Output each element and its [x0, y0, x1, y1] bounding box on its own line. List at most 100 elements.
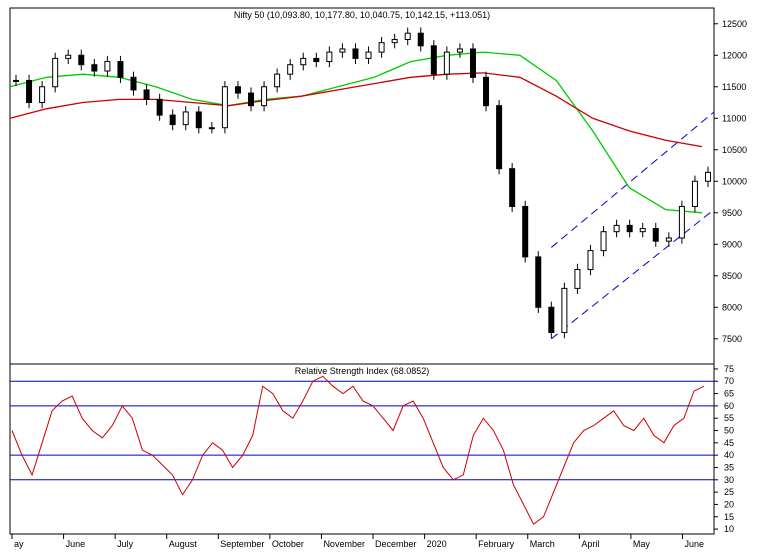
rsi-y-tick-label: 75: [724, 364, 734, 374]
x-tick-label: July: [117, 539, 134, 549]
candle-body: [195, 111, 202, 129]
candle-body: [430, 45, 437, 75]
price-y-tick-label: 9500: [722, 208, 742, 218]
candle-body: [117, 61, 124, 78]
candle-body: [574, 268, 581, 289]
candle-body: [221, 86, 228, 129]
price-y-tick-label: 12500: [722, 19, 747, 29]
price-y-tick-label: 12000: [722, 50, 747, 60]
x-tick-label: February: [478, 539, 515, 549]
candle-body: [78, 54, 85, 66]
rsi-y-tick-label: 30: [724, 475, 734, 485]
candle-body: [678, 205, 685, 239]
candle-body: [613, 224, 620, 233]
rsi-y-tick-label: 15: [724, 512, 734, 522]
candle-body: [600, 231, 607, 252]
candle-body: [156, 98, 163, 116]
candle-body: [143, 89, 150, 100]
candle-body: [300, 57, 307, 66]
candle-body: [339, 48, 346, 53]
x-tick-label: 2020: [427, 539, 447, 549]
rsi-y-tick-label: 65: [724, 389, 734, 399]
candle-body: [130, 76, 137, 91]
x-tick-label: April: [581, 539, 599, 549]
candle-body: [39, 86, 46, 104]
trend-channel-lower: [551, 209, 715, 340]
candle-body: [665, 237, 672, 242]
candle-body: [208, 127, 215, 130]
x-tick-label: December: [375, 539, 417, 549]
x-tick-label: June: [684, 539, 704, 549]
candle-body: [378, 42, 385, 53]
price-y-tick-label: 7500: [722, 334, 742, 344]
x-tick-label: June: [66, 539, 86, 549]
moving-average-line: [9, 51, 703, 214]
rsi-chart-title: Relative Strength Index (68.0852): [295, 366, 430, 376]
x-tick-label: October: [272, 539, 304, 549]
x-tick-label: November: [323, 539, 365, 549]
x-tick-label: September: [220, 539, 264, 549]
candle-body: [65, 54, 72, 59]
moving-average-line: [9, 72, 703, 148]
rsi-y-tick-label: 35: [724, 462, 734, 472]
rsi-panel: [9, 363, 715, 535]
candle-body: [248, 92, 255, 107]
candle-body: [52, 57, 59, 88]
candle-body: [13, 79, 19, 82]
trend-channel-upper: [551, 111, 715, 248]
rsi-y-tick-label: 45: [724, 438, 734, 448]
rsi-y-tick-label: 20: [724, 499, 734, 509]
candle-body: [26, 79, 33, 104]
candle-body: [469, 48, 476, 78]
candle-body: [548, 306, 555, 333]
x-tick-label: August: [169, 539, 198, 549]
rsi-y-tick-label: 25: [724, 487, 734, 497]
candle-body: [509, 168, 516, 207]
rsi-y-tick-label: 10: [724, 524, 734, 534]
candle-body: [352, 48, 359, 59]
price-y-tick-label: 9000: [722, 239, 742, 249]
candle-body: [274, 73, 281, 88]
candle-body: [496, 105, 503, 170]
x-tick-label: May: [633, 539, 651, 549]
price-y-tick-label: 8500: [722, 271, 742, 281]
candle-body: [639, 228, 646, 233]
price-y-tick-label: 8000: [722, 302, 742, 312]
candle-body: [169, 114, 176, 126]
candle-body: [443, 51, 450, 75]
candle-body: [561, 287, 568, 333]
candle-body: [535, 256, 542, 308]
candle-body: [626, 224, 633, 233]
price-panel: [9, 7, 715, 365]
candle-body: [391, 39, 398, 44]
x-tick-label: ay: [14, 539, 24, 549]
rsi-y-tick-label: 50: [724, 426, 734, 436]
candle-body: [417, 32, 424, 47]
candle-body: [287, 64, 294, 75]
candle-body: [326, 51, 333, 63]
candle-body: [404, 32, 411, 41]
candle-body: [365, 51, 372, 59]
candle-body: [182, 111, 189, 126]
rsi-y-tick-label: 60: [724, 401, 734, 411]
candle-body: [705, 171, 711, 182]
candle-body: [652, 228, 659, 242]
x-tick-label: March: [530, 539, 555, 549]
price-y-tick-label: 11000: [722, 113, 746, 123]
candle-body: [587, 250, 594, 270]
candle-body: [691, 180, 698, 207]
rsi-line: [11, 375, 705, 525]
price-y-tick-label: 10500: [722, 145, 747, 155]
price-y-tick-label: 10000: [722, 176, 747, 186]
rsi-y-tick-label: 55: [724, 413, 734, 423]
candle-body: [104, 61, 111, 72]
rsi-y-tick-label: 70: [724, 376, 734, 386]
candle-body: [522, 205, 529, 258]
candle-body: [91, 64, 98, 72]
price-y-tick-label: 11500: [722, 82, 746, 92]
rsi-y-tick-label: 40: [724, 450, 734, 460]
price-chart-title: Nifty 50 (10,093.80, 10,177.80, 10,040.7…: [234, 10, 490, 20]
candle-body: [234, 86, 241, 94]
